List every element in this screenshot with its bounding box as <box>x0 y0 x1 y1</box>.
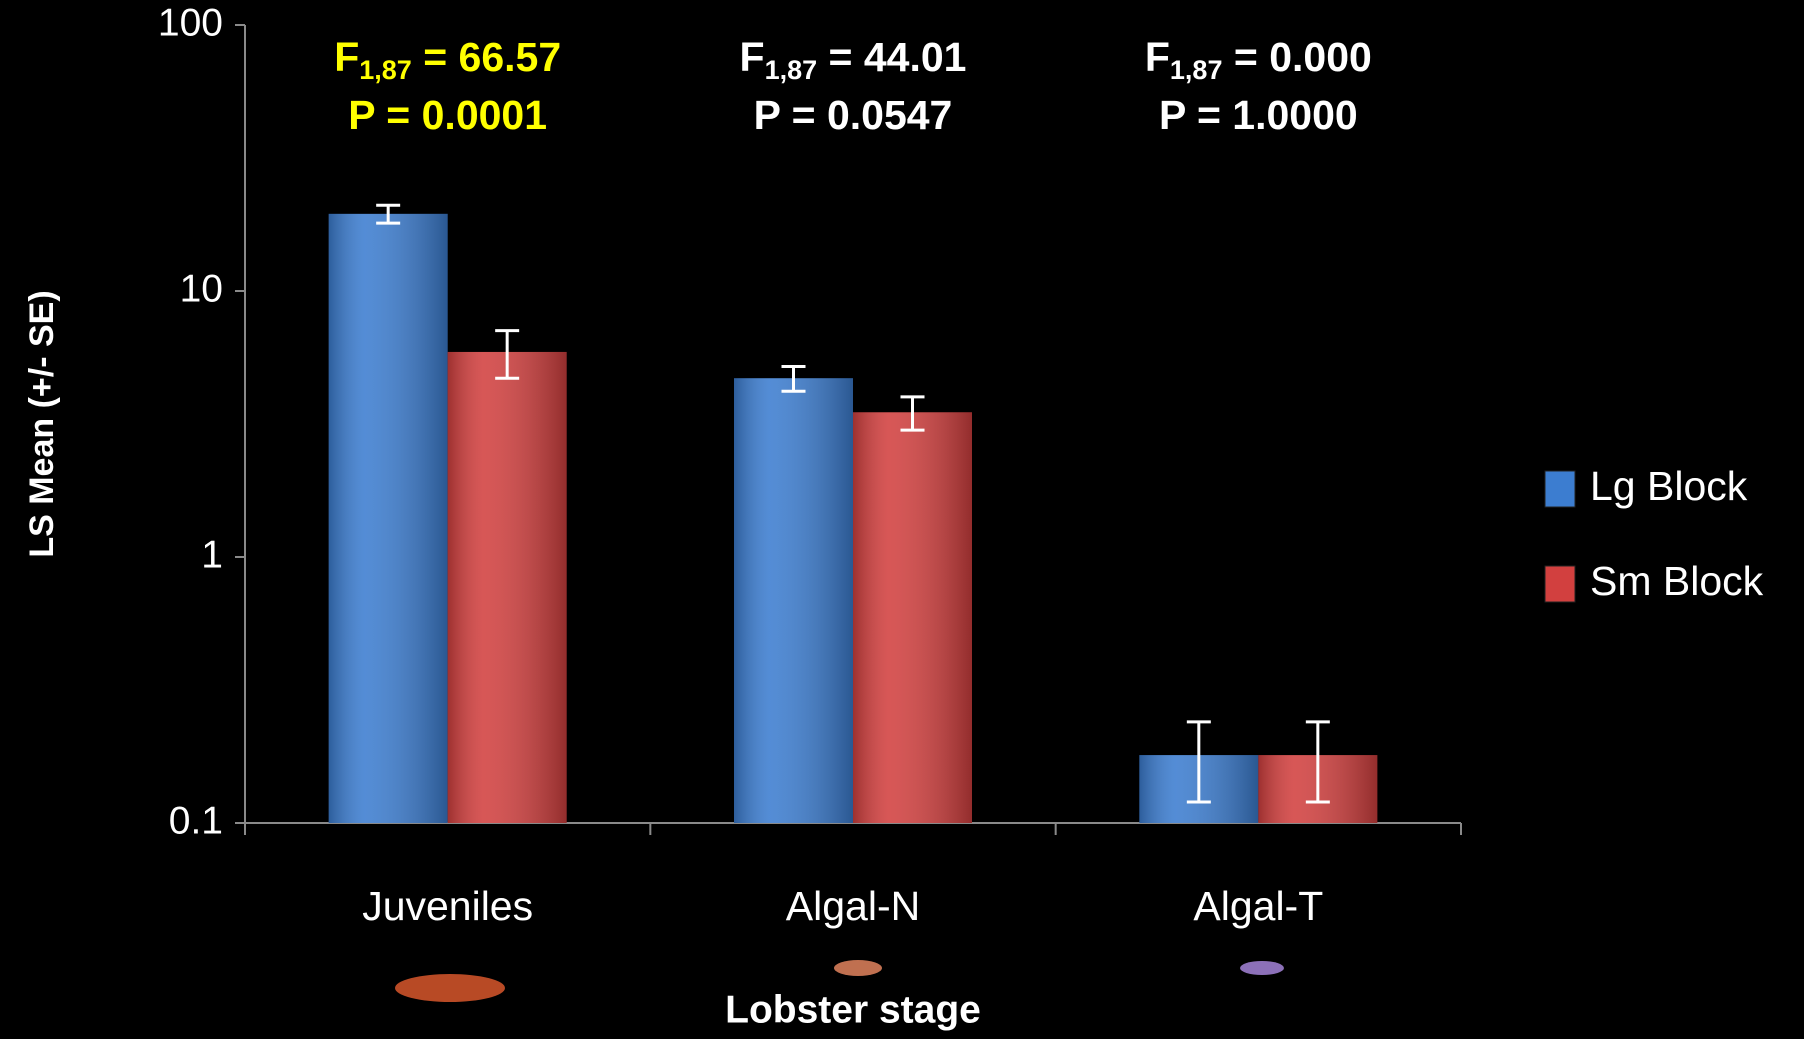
annotation-p: P = 1.0000 <box>1159 92 1358 138</box>
annotation-p: P = 0.0547 <box>754 92 953 138</box>
annotation-stat: F1,87 = 0.000 <box>1145 34 1372 85</box>
y-axis-label: LS Mean (+/- SE) <box>23 290 61 557</box>
y-tick-label: 1 <box>201 533 223 576</box>
x-tick-label: Algal-N <box>786 883 920 929</box>
annotation-sub: 1,87 <box>359 55 412 85</box>
bar-shade <box>853 412 972 823</box>
legend-label: Lg Block <box>1590 463 1748 509</box>
annotation-value: = 0.000 <box>1222 34 1371 80</box>
annotation-p: P = 0.0001 <box>348 92 547 138</box>
x-tick-label: Algal-T <box>1193 883 1323 929</box>
error-bar <box>900 395 925 432</box>
annotation-sub: 1,87 <box>765 55 818 85</box>
annotation-value: = 66.57 <box>412 34 561 80</box>
annotation-stat: F1,87 = 44.01 <box>740 34 967 85</box>
annotation-f: F <box>740 34 765 80</box>
x-axis-label: Lobster stage <box>725 988 981 1031</box>
annotation-sub: 1,87 <box>1170 55 1223 85</box>
y-tick-label: 100 <box>158 1 223 44</box>
annotation-value: = 44.01 <box>817 34 966 80</box>
error-bar <box>781 365 806 393</box>
lobster-icons <box>395 960 1284 1002</box>
bar-shade <box>328 213 448 823</box>
annotation-f: F <box>1145 34 1170 80</box>
error-bar <box>376 203 401 225</box>
bar-shade <box>734 378 853 823</box>
legend-swatch <box>1544 470 1576 508</box>
legend-swatch <box>1544 565 1576 603</box>
bar-shade <box>447 351 567 823</box>
y-tick-label: 0.1 <box>169 799 223 842</box>
error-bar <box>1186 720 1211 804</box>
error-bar <box>1305 720 1330 804</box>
annotation-stat: F1,87 = 66.57 <box>334 34 561 85</box>
y-tick-label: 10 <box>180 267 223 310</box>
error-bar <box>495 329 520 380</box>
legend-label: Sm Block <box>1590 558 1764 604</box>
annotation-f: F <box>334 34 359 80</box>
x-tick-label: Juveniles <box>362 883 533 929</box>
